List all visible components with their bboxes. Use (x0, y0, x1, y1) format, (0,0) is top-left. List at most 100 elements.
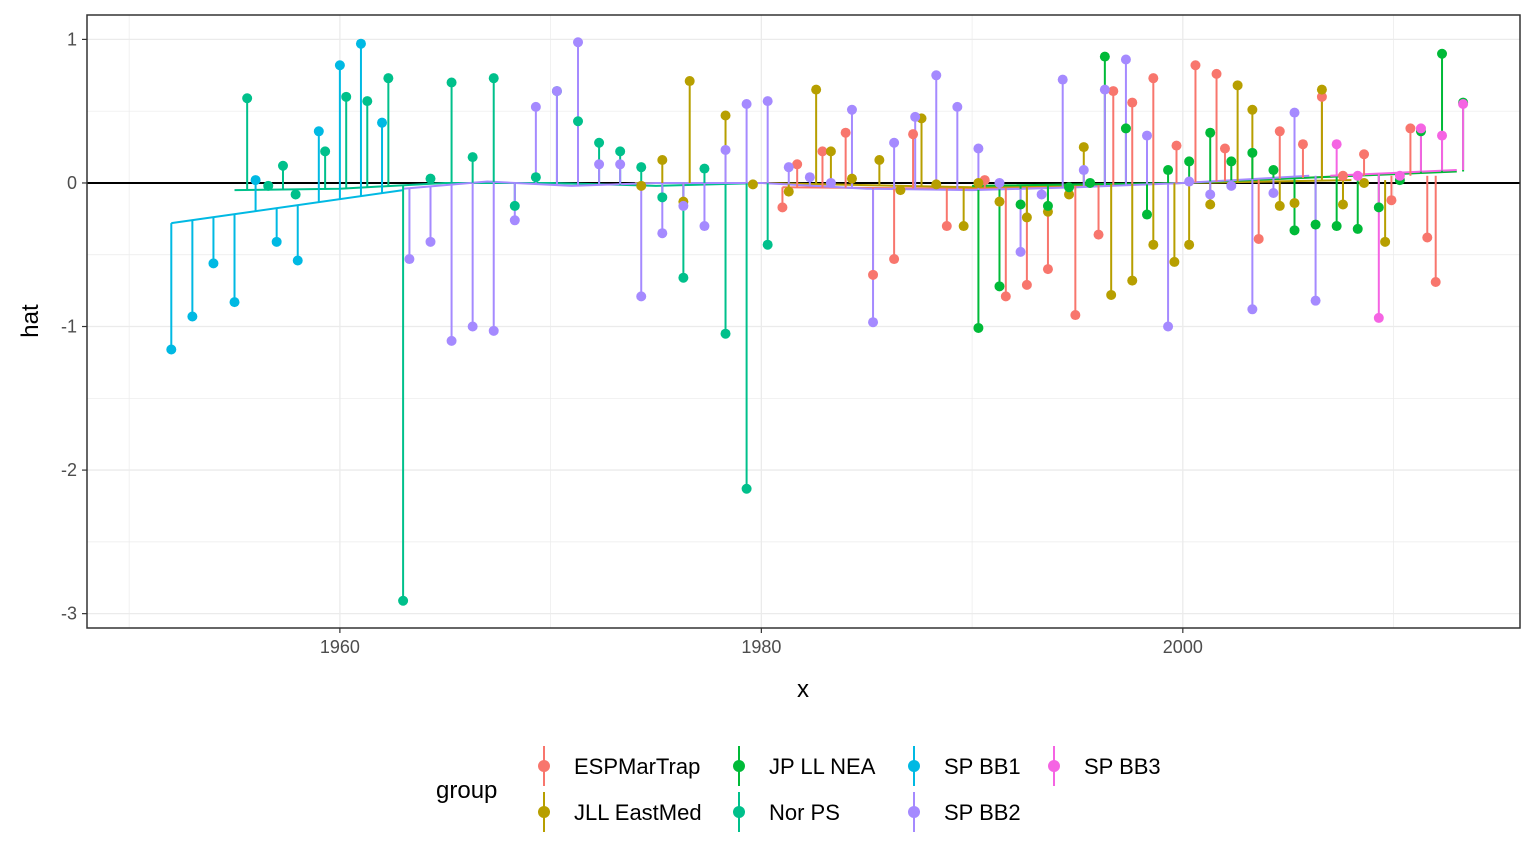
legend-label-jll-eastmed: JLL EastMed (574, 800, 702, 825)
point-sp-bb2 (404, 254, 415, 265)
point-espmartrap (1190, 60, 1201, 71)
point-espmartrap (840, 127, 851, 138)
point-jll-eastmed (1205, 199, 1216, 210)
point-jll-eastmed (747, 179, 758, 190)
point-sp-bb2 (594, 159, 605, 170)
legend-label-jp-ll-nea: JP LL NEA (769, 754, 876, 779)
point-jp-ll-nea (1289, 225, 1300, 236)
point-jll-eastmed (1289, 198, 1300, 209)
point-espmartrap (889, 254, 900, 265)
legend-key-point-sp-bb3 (1048, 760, 1060, 772)
point-jll-eastmed (720, 110, 731, 121)
point-sp-bb2 (636, 291, 647, 302)
point-espmartrap (941, 221, 952, 232)
point-espmartrap (1042, 264, 1053, 275)
point-espmartrap (908, 129, 919, 140)
point-jp-ll-nea (1184, 156, 1195, 167)
trend-line-sp-bb3 (1330, 169, 1457, 177)
point-sp-bb2 (699, 221, 710, 232)
point-sp-bb2 (615, 159, 626, 170)
point-jll-eastmed (895, 185, 906, 196)
trend-line-sp-bb1 (171, 189, 404, 225)
point-sp-bb1 (271, 236, 282, 247)
trend-lines (171, 169, 1457, 225)
point-sp-bb2 (1247, 304, 1258, 315)
point-jp-ll-nea (1373, 202, 1384, 213)
point-sp-bb2 (973, 143, 984, 154)
point-espmartrap (1219, 143, 1230, 154)
legend-label-espmartrap: ESPMarTrap (574, 754, 700, 779)
point-jp-ll-nea (1015, 199, 1026, 210)
point-espmartrap (1070, 310, 1081, 321)
point-sp-bb2 (1268, 188, 1279, 199)
point-jll-eastmed (684, 76, 695, 87)
point-sp-bb2 (994, 177, 1005, 188)
point-sp-bb1 (229, 297, 240, 308)
point-espmartrap (1127, 97, 1138, 108)
point-sp-bb2 (1226, 180, 1237, 191)
point-jp-ll-nea (1437, 48, 1448, 59)
point-sp-bb2 (804, 172, 815, 183)
point-sp-bb2 (889, 137, 900, 148)
point-sp-bb1 (187, 311, 198, 322)
point-jll-eastmed (1078, 142, 1089, 153)
point-espmartrap (1430, 277, 1441, 288)
legend-key-point-sp-bb2 (908, 806, 920, 818)
point-sp-bb2 (868, 317, 879, 328)
point-nor-ps (467, 152, 478, 163)
point-nor-ps (425, 173, 436, 184)
point-nor-ps (263, 180, 274, 191)
point-nor-ps (530, 172, 541, 183)
point-jll-eastmed (874, 154, 885, 165)
point-nor-ps (678, 272, 689, 283)
point-sp-bb2 (952, 101, 963, 112)
legend-label-sp-bb2: SP BB2 (944, 800, 1021, 825)
point-espmartrap (817, 146, 828, 157)
point-jll-eastmed (1021, 212, 1032, 223)
point-sp-bb2 (1310, 295, 1321, 306)
point-sp-bb1 (355, 38, 366, 49)
legend-key-point-nor-ps (733, 806, 745, 818)
point-jp-ll-nea (1268, 165, 1279, 176)
point-sp-bb2 (720, 144, 731, 155)
point-sp-bb2 (1205, 189, 1216, 200)
point-nor-ps (509, 200, 520, 211)
y-axis-title: hat (17, 304, 44, 338)
point-nor-ps (341, 91, 352, 102)
point-sp-bb2 (1163, 321, 1174, 332)
point-espmartrap (1000, 291, 1011, 302)
point-nor-ps (320, 146, 331, 157)
point-jp-ll-nea (1247, 147, 1258, 158)
point-nor-ps (290, 189, 301, 200)
point-nor-ps (741, 483, 752, 494)
point-jll-eastmed (1380, 236, 1391, 247)
legend-label-sp-bb1: SP BB1 (944, 754, 1021, 779)
point-jp-ll-nea (1331, 221, 1342, 232)
point-sp-bb2 (783, 162, 794, 173)
point-sp-bb2 (931, 70, 942, 81)
y-tick-label: -2 (61, 460, 77, 480)
point-jll-eastmed (783, 186, 794, 197)
point-jp-ll-nea (1099, 51, 1110, 62)
point-jll-eastmed (973, 177, 984, 188)
point-sp-bb2 (1120, 54, 1131, 65)
point-espmartrap (1148, 73, 1159, 84)
x-tick-label: 2000 (1163, 637, 1203, 657)
point-jll-eastmed (1337, 199, 1348, 210)
point-jll-eastmed (931, 179, 942, 190)
point-jp-ll-nea (1163, 165, 1174, 176)
point-nor-ps (488, 73, 499, 84)
point-espmartrap (1337, 170, 1348, 181)
point-sp-bb2 (467, 321, 478, 332)
data-points (166, 37, 1469, 606)
point-jp-ll-nea (1141, 209, 1152, 220)
point-espmartrap (1316, 91, 1327, 102)
point-jll-eastmed (958, 221, 969, 232)
point-sp-bb2 (1078, 165, 1089, 176)
point-nor-ps (573, 116, 584, 127)
point-jp-ll-nea (1064, 182, 1075, 193)
point-jll-eastmed (636, 180, 647, 191)
point-espmartrap (868, 269, 879, 280)
legend-key-point-sp-bb1 (908, 760, 920, 772)
point-nor-ps (615, 146, 626, 157)
